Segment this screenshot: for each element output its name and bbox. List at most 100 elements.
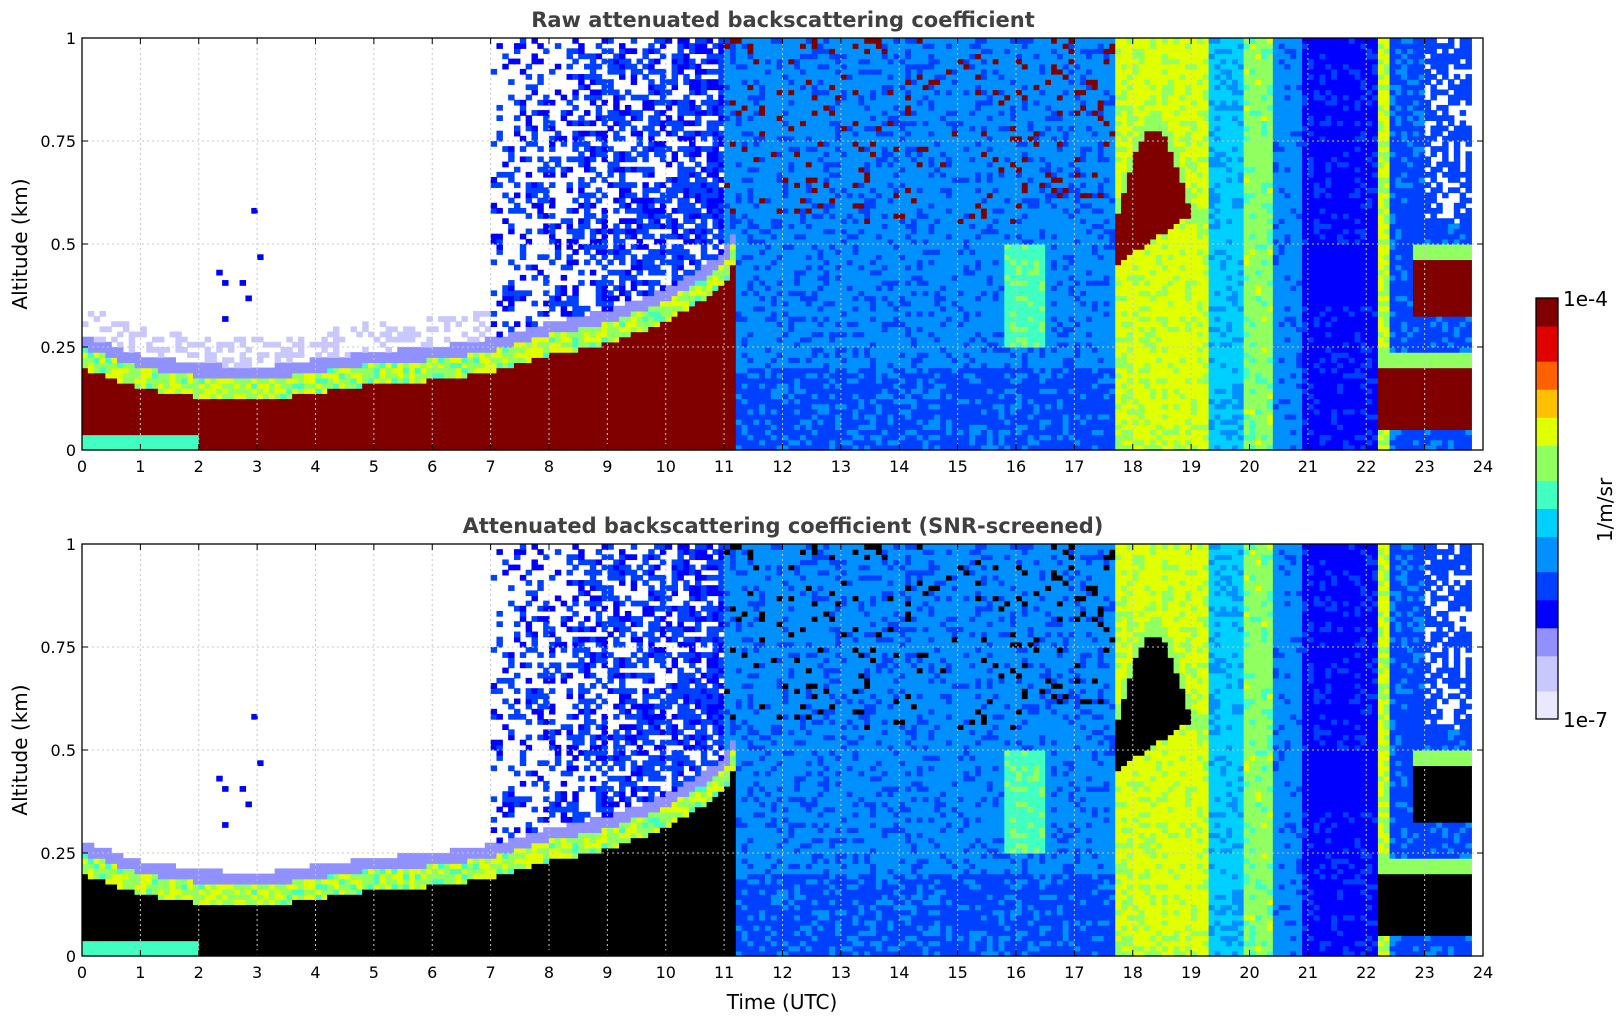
heatmap-cell — [549, 146, 556, 152]
heatmap-cell — [794, 68, 801, 75]
heatmap-cell — [671, 182, 679, 188]
heatmap-cell — [683, 357, 690, 364]
heatmap-cell — [408, 331, 416, 338]
heatmap-cell — [607, 305, 614, 312]
heatmap-cell — [724, 48, 731, 55]
heatmap-cell — [595, 171, 603, 178]
heatmap-cell — [87, 377, 95, 384]
heatmap-cell — [578, 444, 585, 451]
heatmap-cell — [117, 388, 124, 394]
heatmap-cell — [584, 316, 591, 322]
heatmap-cell — [537, 202, 544, 209]
heatmap-cell — [800, 48, 807, 55]
heatmap-cell — [747, 372, 754, 379]
heatmap-cell — [788, 310, 795, 317]
heatmap-cell — [525, 115, 533, 121]
heatmap-cell — [601, 285, 608, 291]
heatmap-cell — [794, 79, 801, 85]
heatmap-cell — [753, 120, 760, 127]
heatmap-cell — [572, 130, 579, 137]
heatmap-cell — [333, 341, 340, 348]
heatmap-cell — [729, 249, 737, 255]
heatmap-cell — [181, 429, 188, 436]
heatmap-cell — [689, 99, 696, 106]
heatmap-cell — [589, 53, 597, 60]
heatmap-cell — [578, 398, 585, 405]
heatmap-cell — [537, 444, 544, 451]
heatmap-cell — [823, 419, 830, 425]
heatmap-cell — [642, 74, 649, 80]
heatmap-cell — [759, 264, 766, 271]
heatmap-cell — [776, 192, 784, 199]
heatmap-cell — [455, 357, 463, 364]
heatmap-cell — [624, 182, 632, 188]
heatmap-cell — [99, 408, 106, 415]
heatmap-cell — [478, 408, 486, 415]
heatmap-cell — [811, 357, 819, 364]
heatmap-cell — [391, 429, 398, 436]
heatmap-cell — [747, 408, 754, 415]
heatmap-cell — [578, 310, 585, 317]
heatmap-cell — [601, 331, 608, 338]
heatmap-cell — [584, 377, 591, 384]
heatmap-cell — [794, 321, 801, 327]
heatmap-cell — [496, 352, 503, 358]
heatmap-cell — [607, 321, 614, 327]
heatmap-cell — [724, 192, 731, 199]
heatmap-cell — [496, 429, 503, 436]
heatmap-cell — [776, 177, 784, 183]
heatmap-cell — [403, 331, 410, 338]
heatmap-cell — [782, 388, 789, 394]
heatmap-cell — [595, 398, 603, 405]
heatmap-cell — [654, 187, 661, 194]
heatmap-cell — [584, 213, 591, 219]
heatmap-cell — [741, 74, 749, 80]
heatmap-cell — [198, 434, 206, 441]
heatmap-cell — [747, 161, 754, 168]
heatmap-cell — [724, 171, 731, 178]
heatmap-cell — [712, 362, 719, 369]
heatmap-cell — [624, 434, 632, 441]
heatmap-cell — [531, 347, 538, 353]
heatmap-cell — [683, 434, 690, 441]
heatmap-cell — [128, 357, 136, 364]
heatmap-cell — [613, 362, 620, 369]
heatmap-cell — [467, 341, 474, 348]
heatmap-cell — [747, 171, 754, 178]
heatmap-cell — [397, 367, 404, 374]
heatmap-cell — [805, 115, 813, 121]
heatmap-cell — [502, 434, 509, 441]
heatmap-cell — [589, 130, 597, 137]
heatmap-cell — [595, 419, 603, 425]
heatmap-cell — [642, 125, 649, 132]
heatmap-cell — [589, 228, 597, 235]
heatmap-cell — [619, 413, 626, 420]
heatmap-cell — [689, 238, 696, 245]
heatmap-cell — [350, 408, 357, 415]
heatmap-cell — [764, 388, 772, 394]
heatmap-cell — [624, 228, 632, 235]
heatmap-cell — [508, 197, 515, 204]
heatmap-cell — [624, 104, 632, 111]
heatmap-cell — [718, 43, 725, 49]
heatmap-cell — [805, 233, 813, 240]
heatmap-cell — [794, 347, 801, 353]
heatmap-cell — [467, 377, 474, 384]
heatmap-cell — [759, 110, 766, 116]
heatmap-cell — [782, 161, 789, 168]
heatmap-cell — [700, 280, 708, 286]
heatmap-cell — [782, 104, 789, 111]
heatmap-cell — [735, 254, 743, 261]
heatmap-cell — [192, 419, 200, 425]
heatmap-cell — [175, 439, 182, 446]
heatmap-cell — [181, 408, 188, 415]
heatmap-cell — [461, 444, 468, 451]
heatmap-cell — [694, 408, 702, 415]
heatmap-cell — [601, 207, 608, 214]
heatmap-cell — [157, 444, 165, 451]
heatmap-cell — [549, 439, 556, 446]
heatmap-cell — [718, 326, 725, 333]
heatmap-cell — [659, 259, 667, 266]
heatmap-cell — [455, 398, 463, 405]
